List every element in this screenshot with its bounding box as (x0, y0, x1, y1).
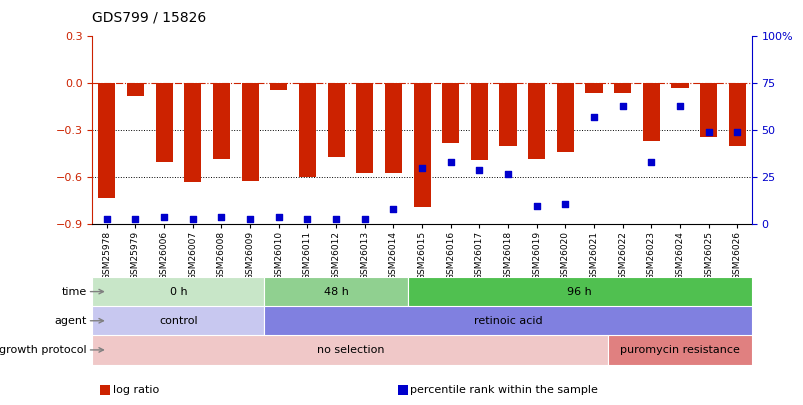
Point (300, 215, 313, 222)
Bar (528, 83, 544, 159)
Bar (264, 306, 751, 335)
Bar (608, 335, 751, 364)
Bar (213, 83, 230, 159)
Point (415, 165, 428, 171)
Point (100, 215, 113, 222)
Point (472, 166, 485, 173)
Bar (642, 83, 659, 141)
Text: retinoic acid: retinoic acid (473, 316, 542, 326)
Bar (92, 306, 264, 335)
Text: 0 h: 0 h (169, 287, 187, 296)
Bar (385, 83, 402, 173)
Point (386, 206, 399, 213)
Point (530, 202, 543, 209)
Text: 48 h: 48 h (324, 287, 349, 296)
Bar (671, 83, 688, 88)
Bar (699, 83, 716, 136)
Text: growth protocol: growth protocol (0, 345, 87, 355)
Text: no selection: no selection (316, 345, 384, 355)
Bar (264, 277, 407, 306)
Point (243, 215, 256, 222)
Point (616, 103, 629, 109)
Text: 96 h: 96 h (567, 287, 591, 296)
Point (186, 215, 199, 222)
Bar (585, 83, 602, 93)
Point (673, 103, 686, 109)
Point (501, 171, 514, 177)
Text: agent: agent (55, 316, 87, 326)
Point (558, 200, 571, 207)
Point (587, 114, 600, 121)
Bar (241, 83, 259, 181)
Point (272, 213, 285, 220)
Point (644, 159, 657, 166)
Text: time: time (62, 287, 87, 296)
Bar (92, 277, 264, 306)
Bar (92, 335, 608, 364)
Bar (413, 83, 430, 207)
Bar (356, 83, 373, 173)
Bar (471, 83, 487, 160)
Text: puromycin resistance: puromycin resistance (619, 345, 739, 355)
Bar (442, 83, 459, 143)
Bar (270, 83, 287, 90)
Point (702, 129, 715, 136)
Point (329, 215, 342, 222)
Text: log ratio: log ratio (112, 385, 159, 395)
Text: GDS799 / 15826: GDS799 / 15826 (92, 10, 206, 24)
Text: control: control (159, 316, 198, 326)
Bar (327, 83, 344, 157)
Point (444, 159, 457, 166)
Bar (299, 83, 316, 177)
Bar (155, 83, 173, 162)
Bar (499, 83, 516, 146)
Bar (407, 277, 751, 306)
Bar (184, 83, 201, 182)
Point (358, 215, 371, 222)
Point (157, 213, 170, 220)
Point (128, 215, 141, 222)
Text: percentile rank within the sample: percentile rank within the sample (410, 385, 597, 395)
Bar (728, 83, 745, 146)
Point (730, 129, 743, 136)
Bar (556, 83, 573, 152)
Bar (98, 83, 116, 198)
Bar (613, 83, 630, 93)
Point (214, 213, 227, 220)
Bar (127, 83, 144, 96)
